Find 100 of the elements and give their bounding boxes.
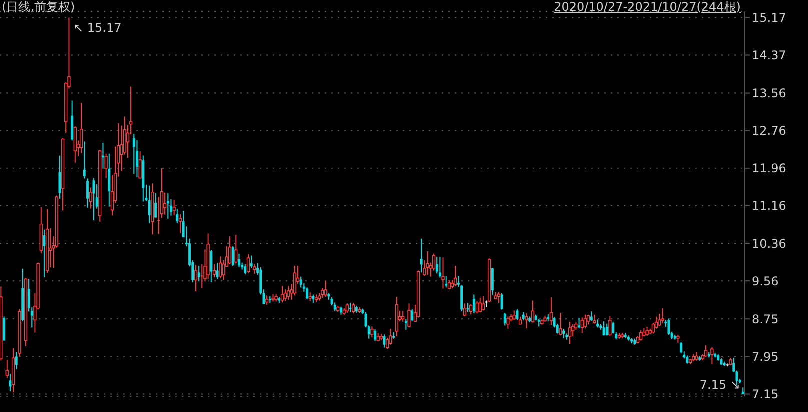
candlestick [442, 257, 445, 290]
candlestick [89, 187, 92, 210]
candlestick [448, 280, 452, 290]
annotation: 7.15 ↘ [700, 378, 740, 392]
candlestick [639, 330, 643, 342]
candlestick [104, 153, 108, 179]
candlestick [476, 300, 479, 314]
candlestick [138, 151, 142, 180]
candlestick [482, 296, 486, 312]
candlestick [580, 317, 584, 334]
candlestick [148, 185, 151, 224]
candlestick [212, 264, 216, 278]
candlestick [436, 256, 438, 274]
candlestick [92, 178, 96, 222]
candlestick [49, 228, 52, 268]
y-tick-label: 14.37 [752, 48, 786, 63]
candlestick [584, 314, 588, 330]
annotation: ↖ 15.17 [74, 20, 122, 35]
candlestick [590, 311, 593, 322]
candlestick [608, 316, 612, 337]
y-tick-label: 7.95 [752, 350, 779, 364]
y-tick-label: 11.96 [752, 162, 786, 176]
candlestick [154, 192, 157, 218]
candlestick [504, 312, 506, 326]
candlestick [408, 303, 411, 328]
candlestick [194, 264, 198, 292]
candlestick [253, 264, 256, 275]
candlestick [246, 254, 250, 274]
y-tick-label: 10.36 [752, 236, 786, 251]
candlestick [234, 234, 238, 264]
candlestick [525, 312, 528, 330]
candlestick [3, 316, 6, 342]
candlestick [661, 308, 664, 324]
candlestick [578, 318, 580, 330]
candlestick [300, 276, 302, 288]
candlestick [321, 288, 324, 298]
candlestick [654, 316, 658, 330]
candlestick [478, 298, 482, 314]
candlestick [86, 178, 89, 208]
candlestick [531, 300, 534, 324]
candlestick [216, 262, 219, 280]
candlestick [228, 236, 232, 265]
candlestick [512, 310, 516, 321]
candlestick [284, 289, 288, 302]
candlestick [472, 294, 476, 314]
candlestick [219, 256, 222, 279]
candlestick [293, 266, 296, 296]
candlestick [352, 302, 356, 314]
candlestick [163, 192, 167, 216]
candlestick [80, 102, 84, 154]
candlestick [6, 359, 9, 379]
candlestick [586, 314, 590, 326]
candlestick [176, 208, 179, 224]
candlestick [562, 328, 566, 339]
candlestick [463, 303, 466, 317]
y-tick-label: 8.75 [752, 312, 779, 326]
candlestick [445, 276, 448, 288]
candlestick [492, 267, 494, 296]
candlestick [102, 142, 104, 170]
y-tick-label: 13.56 [752, 86, 786, 101]
candlestick [71, 100, 74, 142]
candlestick [280, 286, 284, 304]
y-tick-label: 15.17 [752, 10, 786, 25]
candlestick [172, 199, 176, 216]
candlestick [401, 310, 405, 322]
candlestick [250, 255, 253, 268]
candlestick [438, 256, 442, 278]
candlestick [389, 328, 392, 346]
candlestick [15, 351, 18, 370]
y-tick-label: 11.16 [752, 199, 786, 214]
candlestick [469, 304, 473, 315]
candlestick [178, 214, 182, 234]
candlestick [74, 126, 77, 164]
candlestick [222, 260, 226, 281]
candlestick [370, 326, 374, 338]
candlestick [346, 303, 350, 314]
candlestick [200, 264, 204, 289]
candlestick [516, 308, 519, 321]
candlestick [704, 344, 708, 358]
candlestick [710, 346, 714, 365]
candlestick [210, 250, 213, 284]
candlestick [238, 253, 240, 268]
chart-subtitle: 2020/10/27-2021/10/27(244根) [554, 0, 741, 15]
candlestick [83, 141, 86, 180]
candlestick [426, 251, 430, 276]
candlestick [374, 328, 376, 342]
candlestick [306, 287, 308, 300]
candlestick [497, 291, 500, 304]
y-tick-label: 7.15 [752, 388, 779, 402]
y-tick-label: 12.76 [752, 124, 786, 138]
candlestick [108, 153, 111, 208]
chart-title: (日线,前复权) [2, 0, 76, 15]
candlestick [559, 312, 562, 336]
candlestick [132, 134, 136, 175]
candlestick [324, 280, 328, 298]
candlestick [58, 155, 62, 200]
candlestick [265, 295, 269, 306]
candlestick [506, 316, 510, 330]
candlestick [454, 266, 458, 287]
candlestick [568, 321, 572, 345]
